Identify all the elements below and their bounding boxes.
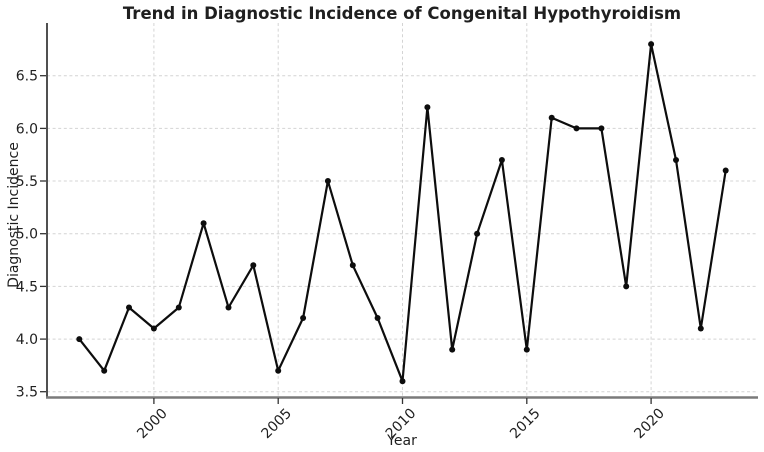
data-point — [623, 283, 630, 290]
data-point — [349, 262, 356, 269]
data-point — [548, 114, 555, 121]
x-tick-label: 2020 — [631, 406, 668, 443]
data-point — [648, 41, 655, 48]
data-point — [275, 367, 282, 374]
y-tick-label: 5.5 — [16, 174, 38, 190]
data-point — [722, 167, 729, 174]
data-point — [101, 367, 108, 374]
y-tick-label: 6.5 — [16, 69, 38, 85]
data-series — [78, 42, 727, 383]
data-point — [324, 178, 331, 184]
x-tick-label: 2005 — [259, 406, 296, 443]
y-axis-ticks: 3.5 4.0 4.5 5.0 5.5 6.0 6.5 — [16, 69, 46, 401]
y-tick-label: 4.0 — [16, 332, 38, 348]
data-point — [300, 315, 307, 321]
x-tick-label: 2015 — [507, 406, 544, 443]
axes — [46, 23, 758, 399]
data-point — [573, 125, 580, 132]
data-point — [225, 304, 232, 311]
grid-lines — [47, 23, 758, 397]
data-point — [598, 125, 605, 132]
data-point — [374, 315, 381, 321]
y-tick-label: 5.0 — [16, 227, 38, 243]
data-point — [175, 304, 182, 311]
data-point — [150, 325, 157, 332]
data-point — [424, 104, 431, 111]
data-point — [498, 157, 505, 163]
data-point — [523, 346, 530, 353]
data-point — [474, 230, 481, 237]
data-points — [76, 41, 729, 385]
data-point — [126, 304, 132, 311]
data-point — [673, 157, 679, 163]
data-line — [78, 42, 727, 383]
y-tick-label: 6.0 — [16, 121, 38, 137]
data-point — [200, 220, 207, 227]
y-tick-label: 3.5 — [16, 385, 38, 401]
x-axis-label: Year — [387, 433, 417, 449]
data-point — [76, 336, 83, 343]
chart-title: Trend in Diagnostic Incidence of Congeni… — [122, 4, 682, 23]
data-point — [399, 378, 406, 385]
data-point — [250, 262, 257, 269]
y-tick-label: 4.5 — [16, 279, 38, 295]
data-point — [697, 325, 704, 332]
x-tick-label: 2000 — [134, 406, 171, 443]
data-point — [449, 346, 456, 353]
